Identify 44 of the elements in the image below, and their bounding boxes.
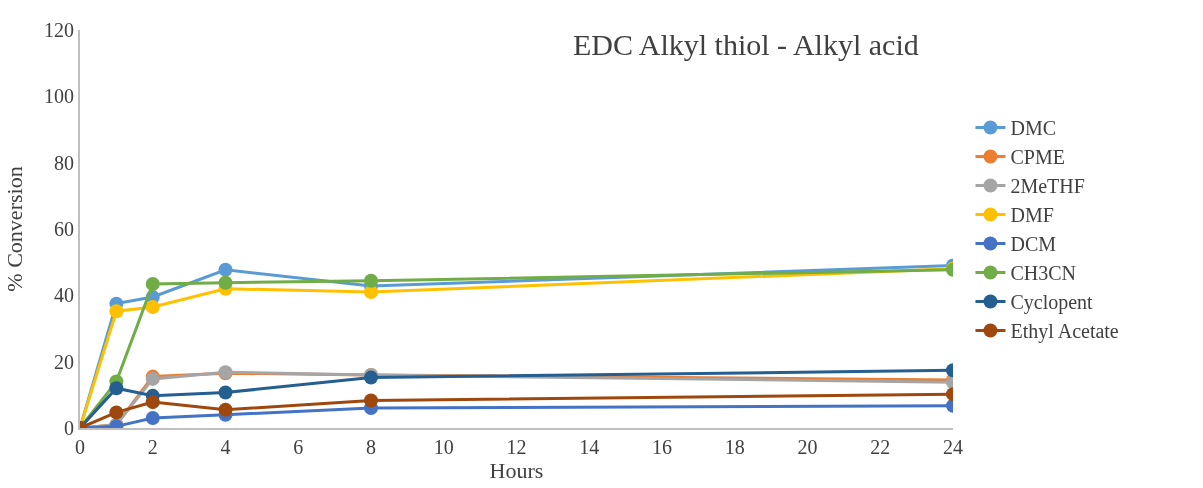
y-tick-label: 100 [44,85,74,108]
point [145,395,160,410]
point [218,262,233,277]
x-tick-label: 10 [433,436,454,458]
point [218,275,233,290]
legend-label: CPME [1010,146,1065,169]
y-tick-label: 40 [54,284,74,307]
x-tick-label: 24 [943,436,963,458]
legend-label: DMC [1010,117,1057,140]
point [218,402,233,417]
y-tick-label: 80 [54,151,74,174]
legend-label: DCM [1010,233,1057,256]
y-tick-label: 60 [54,218,74,240]
point [145,277,160,292]
x-tick-label: 20 [797,436,818,458]
x-tick-label: 4 [220,436,231,458]
chart-title: EDC Alkyl thiol - Alkyl acid [572,28,919,62]
point [218,385,233,400]
y-tick-label: 120 [44,19,74,41]
legend-label: 2MeTHF [1010,175,1085,198]
y-tick-label: 20 [54,350,74,373]
x-tick-label: 22 [870,436,891,458]
x-tick-label: 16 [652,436,672,458]
x-tick-label: 14 [579,436,600,458]
x-axis-title: Hours [489,458,544,483]
x-tick-label: 8 [366,436,376,458]
x-tick-label: 18 [724,436,745,458]
point [145,299,160,314]
legend-label: DMF [1010,204,1054,227]
point [109,405,124,420]
point [364,273,378,288]
legend-label: CH3CN [1010,262,1077,285]
legend-label: Ethyl Acetate [1010,320,1119,344]
x-tick-label: 6 [293,436,304,458]
x-tick-label: 12 [506,436,527,458]
x-tick-label: 2 [147,436,158,458]
y-tick-label: 0 [64,417,74,439]
point [364,285,378,300]
point [364,393,378,408]
legend-label: Cyclopent [1010,291,1094,315]
point [109,381,124,396]
point [109,304,124,319]
y-axis-title: % Conversion [2,166,28,292]
point [145,411,160,426]
